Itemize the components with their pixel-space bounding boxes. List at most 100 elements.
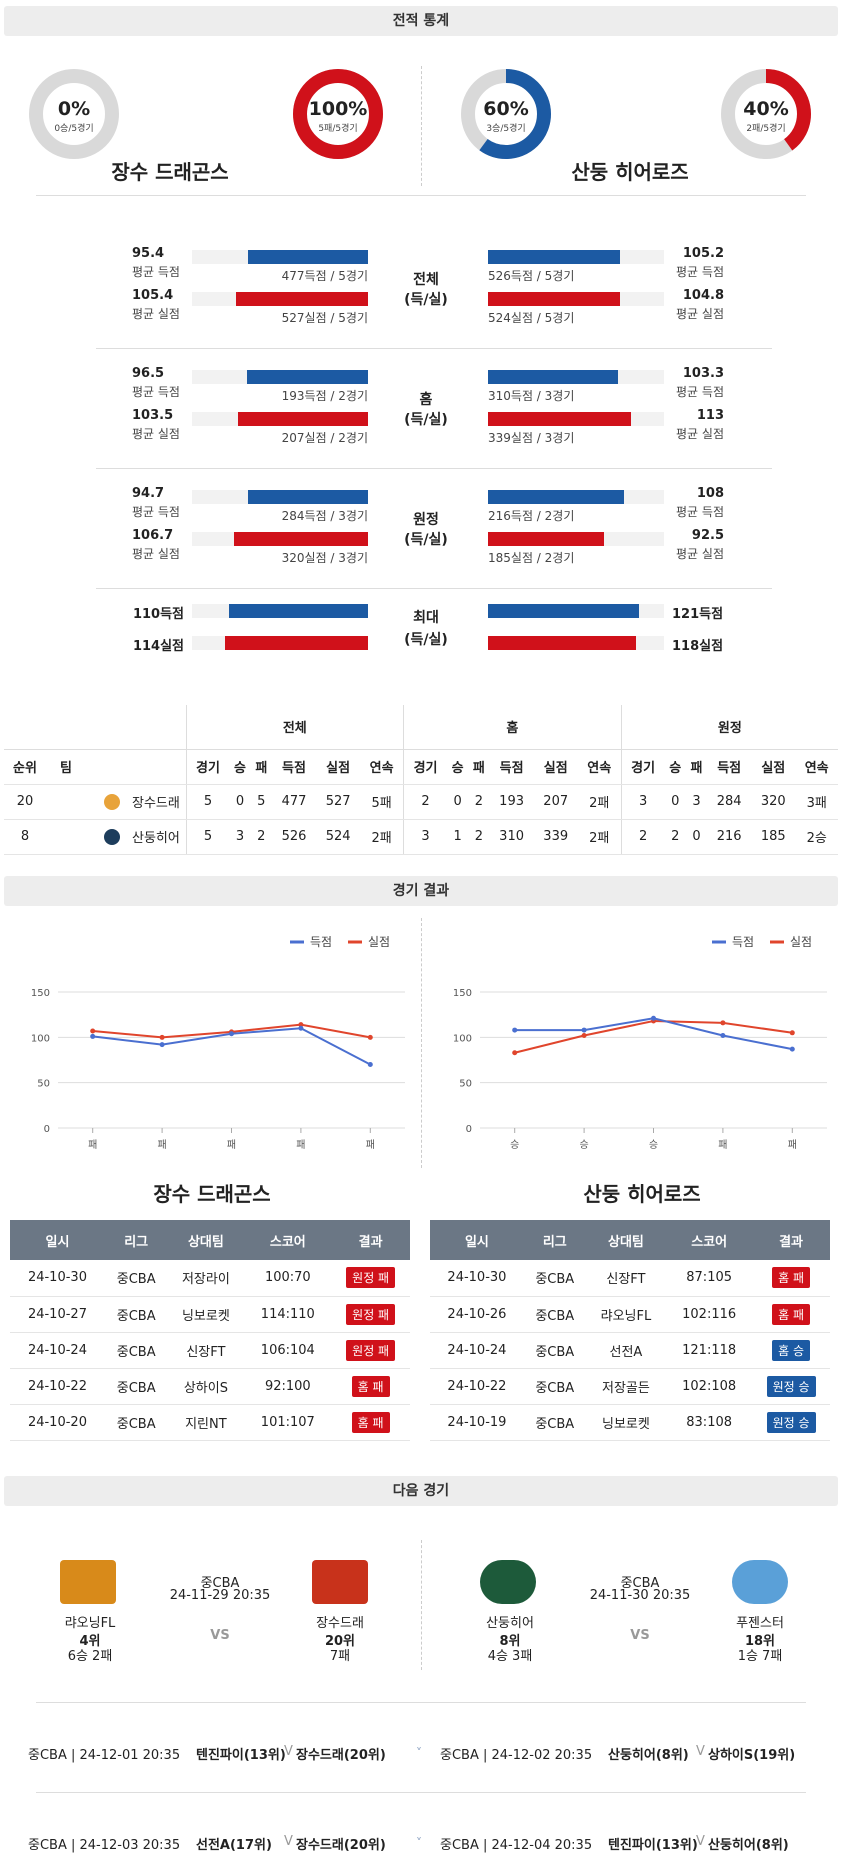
stat-cell: 0 — [664, 784, 686, 820]
left-stat-detail: 207실점 / 2경기 — [281, 431, 368, 445]
stat-cell: 3 — [229, 819, 251, 855]
data-point — [367, 1062, 373, 1068]
stat-cell: 3패 — [795, 784, 838, 820]
home-team-record: 6승 2패 — [67, 1649, 113, 1664]
donut-subtext: 2패/5경기 — [746, 124, 786, 134]
right-max-value: 118실점 — [672, 639, 724, 654]
right-stat-value: 113 — [696, 408, 724, 423]
results-section-header: 경기 결과 — [4, 876, 838, 906]
y-tick-label: 100 — [453, 1033, 472, 1044]
right-stat-label: 평균 득점 — [676, 265, 724, 279]
vs-label: V — [696, 1744, 705, 1759]
table-row: 8 산둥히어 5 3 2 526 524 2패 3 1 2 310 339 2패 2 2 0 216 185 2승 — [4, 819, 838, 855]
left-stat-value: 105.4 — [132, 288, 174, 303]
left-max-bar — [225, 636, 368, 650]
right-concede-bar — [488, 532, 604, 546]
column-header: 리그 — [104, 1220, 168, 1260]
stat-cell: 310 — [489, 819, 534, 855]
future-team-2: 장수드래(20위) — [296, 1838, 386, 1853]
x-tick-label: 패 — [157, 1139, 166, 1151]
data-point — [512, 1050, 518, 1056]
right-score-chart: 득점 실점 0 50 100 150 승 승 승 패 패 — [453, 935, 827, 1151]
stat-cell: 2패 — [577, 784, 622, 820]
result-cell: 선전A — [585, 1332, 667, 1369]
column-header: 상대팀 — [167, 1220, 245, 1260]
result-cell: 중CBA — [523, 1404, 586, 1441]
right-team-title: 산둥 히어로즈 — [571, 160, 689, 184]
result-badge: 홈 패 — [772, 1303, 810, 1325]
category-sublabel: (득/실) — [404, 532, 448, 548]
stat-cell: 0 — [447, 784, 469, 820]
result-cell: 저장골든 — [585, 1368, 667, 1405]
result-badge: 홈 패 — [351, 1411, 390, 1433]
stat-cell: 2 — [664, 819, 686, 855]
left-stat-value: 106.7 — [132, 528, 174, 543]
stat-cell: 2 — [468, 819, 490, 855]
win-rate-donut: 40% 2패/5경기 — [718, 66, 814, 162]
result-cell: 지린NT — [167, 1404, 245, 1441]
data-point — [298, 1022, 304, 1028]
result-cell: 중CBA — [523, 1296, 586, 1333]
right-stat-label: 평균 실점 — [676, 427, 724, 441]
result-cell: 100:70 — [244, 1260, 332, 1297]
result-cell: 홈 패 — [331, 1404, 410, 1441]
x-tick-label: 패 — [718, 1139, 727, 1151]
group-away: 원정 — [621, 705, 838, 750]
column-header: 결과 — [752, 1220, 830, 1260]
right-stat-value: 108 — [696, 486, 724, 501]
x-tick-label: 패 — [788, 1139, 797, 1151]
stat-cell: 284 — [707, 784, 752, 820]
home-team-record: 4승 3패 — [487, 1649, 533, 1664]
next-section-header: 다음 경기 — [4, 1476, 838, 1506]
column-header: 스코어 — [666, 1220, 753, 1260]
right-stat-value: 104.8 — [682, 288, 724, 303]
game-time: 24-11-30 20:35 — [589, 1588, 691, 1603]
home-team-name: 랴오닝FL — [64, 1616, 116, 1631]
stat-cell: 320 — [751, 784, 796, 820]
data-point — [298, 1025, 304, 1031]
table-row: 24-10-22 중CBA 상하이S 92:100 홈 패 — [10, 1368, 410, 1405]
result-cell: 114:110 — [244, 1296, 332, 1333]
rank-cell: 20 — [4, 784, 46, 820]
stat-cell: 3 — [403, 819, 447, 855]
left-stat-detail: 320실점 / 3경기 — [281, 551, 368, 565]
column-header: 승 — [447, 749, 469, 785]
stat-cell: 2패 — [577, 819, 622, 855]
column-header: 일시 — [10, 1220, 105, 1260]
vs-label: V — [284, 1834, 293, 1849]
result-cell: 상하이S — [167, 1368, 245, 1405]
right-stat-value: 92.5 — [691, 528, 724, 543]
column-header: 패 — [468, 749, 490, 785]
donut-subtext: 3승/5경기 — [486, 124, 526, 134]
jiangsu-logo-icon — [312, 1560, 368, 1604]
y-tick-label: 150 — [453, 988, 472, 999]
result-badge: 홈 패 — [351, 1375, 390, 1397]
stat-cell: 185 — [751, 819, 796, 855]
result-cell: 원정 패 — [331, 1260, 410, 1297]
column-header: 연속 — [795, 749, 838, 785]
result-cell: 24-10-30 — [10, 1260, 105, 1297]
liaoning-logo-icon — [60, 1560, 116, 1604]
stat-cell: 207 — [533, 784, 578, 820]
league-name: 중CBA — [620, 1576, 660, 1591]
result-cell: 중CBA — [104, 1296, 168, 1333]
stat-cell: 0 — [229, 784, 251, 820]
shandong-logo-icon — [480, 1560, 536, 1604]
left-stat-detail: 477득점 / 5경기 — [281, 269, 368, 283]
divider — [36, 1792, 806, 1793]
result-cell: 106:104 — [244, 1332, 332, 1369]
table-row: 20 장수드래 5 0 5 477 527 5패 2 0 2 193 207 2패 3 0 3 284 320 3패 — [4, 784, 838, 820]
result-cell: 24-10-24 — [10, 1332, 105, 1369]
left-stat-detail: 193득점 / 2경기 — [281, 389, 368, 403]
result-badge: 홈 승 — [772, 1339, 810, 1361]
left-results-title: 장수 드래곤스 — [153, 1182, 271, 1206]
chevron-down-icon: ˅ — [416, 1836, 422, 1850]
result-badge: 원정 패 — [346, 1267, 396, 1289]
donut-percent: 40% — [743, 98, 789, 120]
future-team-1: 텐진파이(13위) — [196, 1748, 286, 1763]
column-header: 실점 — [316, 749, 361, 785]
left-score-bar — [248, 490, 368, 504]
right-stat-label: 평균 실점 — [676, 547, 724, 561]
right-stat-label: 평균 득점 — [676, 385, 724, 399]
column-header: 실점 — [533, 749, 578, 785]
